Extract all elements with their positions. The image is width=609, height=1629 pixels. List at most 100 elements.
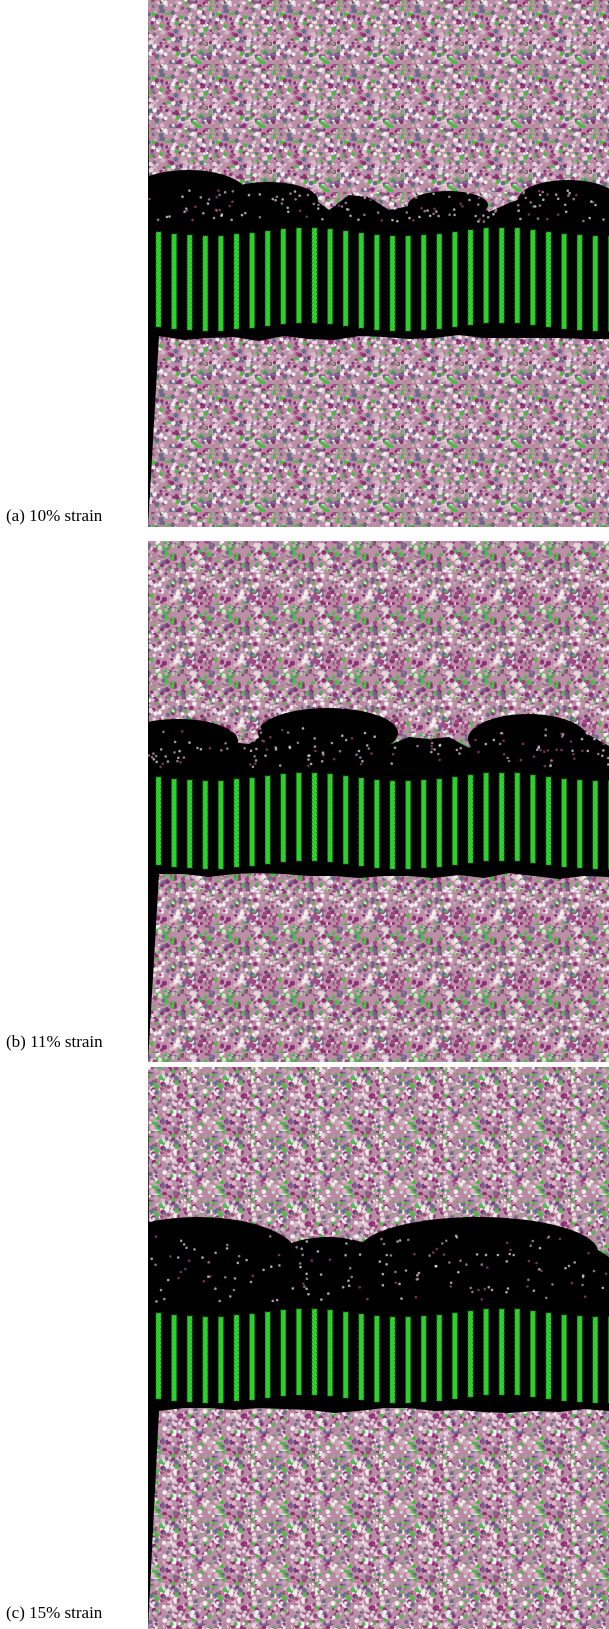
fibril	[250, 778, 255, 866]
fibril	[156, 232, 161, 327]
fibril	[406, 236, 411, 331]
fibril	[390, 1317, 395, 1403]
fibril	[406, 1317, 411, 1403]
fibril	[312, 1309, 317, 1395]
fibril	[156, 777, 161, 865]
fibril	[296, 228, 301, 323]
void	[358, 1217, 598, 1287]
fibril	[203, 781, 208, 869]
fibril	[172, 234, 177, 329]
fibril	[515, 1309, 520, 1395]
fibril	[312, 773, 317, 861]
fibril	[546, 232, 551, 327]
fibril	[172, 779, 177, 867]
fibril	[484, 773, 489, 861]
page: (a) 10% strain (b) 11% strain (c) 15% st…	[0, 0, 609, 1629]
fibril	[468, 775, 473, 863]
void	[218, 182, 318, 218]
fibril	[156, 1313, 161, 1399]
fibril	[374, 235, 379, 330]
fibril	[437, 779, 442, 867]
fibril	[234, 234, 239, 329]
fibril	[452, 1313, 457, 1399]
fibril	[452, 232, 457, 327]
fibril	[203, 236, 208, 331]
fibril	[515, 228, 520, 323]
fibril	[265, 776, 270, 864]
fibril	[312, 228, 317, 323]
fibril	[390, 781, 395, 869]
fibril	[218, 1317, 223, 1403]
fibril	[234, 1315, 239, 1401]
fibril	[203, 1317, 208, 1403]
snapshot-image	[148, 1067, 609, 1629]
fibril	[218, 781, 223, 869]
fibril	[343, 1312, 348, 1398]
fibril	[499, 1309, 504, 1395]
caption: (c) 15% strain	[6, 1603, 102, 1623]
polymer-region	[148, 1407, 609, 1629]
fibril	[374, 780, 379, 868]
fibril	[577, 1316, 582, 1402]
fibril	[484, 1309, 489, 1395]
fibril	[359, 1314, 364, 1400]
snapshot-image	[148, 0, 609, 527]
fibril	[562, 779, 567, 867]
void	[258, 708, 398, 758]
fibril	[546, 1313, 551, 1399]
fibril	[577, 235, 582, 330]
void	[468, 714, 588, 764]
fibril	[343, 231, 348, 326]
fibril	[530, 1311, 535, 1397]
fibril	[218, 236, 223, 331]
fibril	[593, 781, 598, 869]
fibril	[468, 230, 473, 325]
fibril	[515, 773, 520, 861]
fibril	[296, 1309, 301, 1395]
fibril	[437, 234, 442, 329]
fibril	[250, 233, 255, 328]
fibril	[468, 1311, 473, 1397]
fibril	[187, 780, 192, 868]
fibril	[359, 778, 364, 866]
fibril	[187, 1316, 192, 1402]
fibril	[421, 235, 426, 330]
fibril	[374, 1316, 379, 1402]
fibril	[359, 233, 364, 328]
fibril	[234, 779, 239, 867]
polymer-region	[148, 873, 609, 1062]
fibril	[452, 777, 457, 865]
fibril	[499, 773, 504, 861]
fibril	[530, 775, 535, 863]
fibril	[328, 229, 333, 324]
fibril	[499, 228, 504, 323]
caption: (a) 10% strain	[6, 506, 102, 526]
fibril	[562, 234, 567, 329]
fibril	[421, 780, 426, 868]
fibril	[593, 236, 598, 331]
polymer-region	[148, 335, 609, 527]
fibril	[296, 773, 301, 861]
fibril	[406, 781, 411, 869]
fibril	[172, 1315, 177, 1401]
fibril	[530, 230, 535, 325]
fibril	[546, 777, 551, 865]
fibril	[265, 1312, 270, 1398]
fibril	[187, 235, 192, 330]
fibril	[328, 1310, 333, 1396]
fibril	[437, 1315, 442, 1401]
fibril	[421, 1316, 426, 1402]
fibril	[577, 780, 582, 868]
fibril	[484, 228, 489, 323]
snapshot-image	[148, 541, 609, 1062]
fibril	[390, 236, 395, 331]
fibril	[281, 774, 286, 862]
fibril	[281, 229, 286, 324]
fibril	[250, 1314, 255, 1400]
fibril	[593, 1317, 598, 1403]
fibril	[328, 774, 333, 862]
fibril	[562, 1315, 567, 1401]
fibril	[265, 231, 270, 326]
fibril	[281, 1310, 286, 1396]
fibril	[343, 776, 348, 864]
